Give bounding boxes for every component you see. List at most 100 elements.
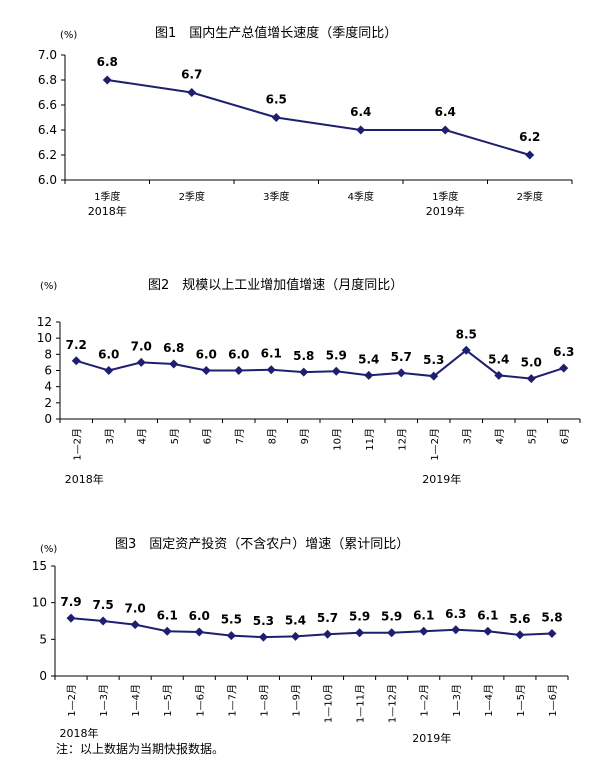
data-label: 5.6 xyxy=(509,612,530,626)
data-label: 6.4 xyxy=(435,105,456,119)
data-label: 6.8 xyxy=(97,55,118,69)
data-point xyxy=(559,363,569,373)
data-point xyxy=(526,374,536,384)
data-label: 5.0 xyxy=(521,356,542,370)
data-point xyxy=(364,370,374,380)
y-tick-label: 12 xyxy=(37,315,52,329)
x-tick-label: 1—2月 xyxy=(71,428,83,461)
y-unit-label: (%) xyxy=(40,544,57,555)
data-label: 7.0 xyxy=(131,339,152,353)
x-tick-label: 1—5月 xyxy=(515,684,527,717)
data-point xyxy=(102,75,112,85)
x-tick-label: 1季度 xyxy=(94,190,120,203)
data-point xyxy=(355,628,365,638)
data-point xyxy=(187,88,197,97)
data-label: 6.0 xyxy=(228,348,249,362)
x-tick-label: 1—8月 xyxy=(258,684,270,717)
x-tick-label: 3季度 xyxy=(263,190,289,203)
data-label: 6.7 xyxy=(181,68,202,82)
chart-title: 图3 固定资产投资（不含农户）增速（累计同比） xyxy=(115,536,409,552)
x-tick-label: 1—9月 xyxy=(290,684,302,717)
data-point xyxy=(387,628,397,638)
series-line xyxy=(107,79,531,156)
y-tick-label: 7.0 xyxy=(38,48,57,62)
data-point xyxy=(98,616,108,626)
y-unit-label: (%) xyxy=(40,281,57,292)
series-line xyxy=(70,617,553,639)
data-point xyxy=(71,356,81,366)
data-label: 5.3 xyxy=(423,353,444,367)
footnote: 注：以上数据为当期快报数据。 xyxy=(56,742,225,756)
data-label: 5.3 xyxy=(253,614,274,628)
x-tick-label: 5月 xyxy=(169,428,181,444)
data-point xyxy=(271,113,281,122)
y-tick-label: 8 xyxy=(44,347,52,361)
data-label: 6.1 xyxy=(157,608,178,622)
chart-title: 图1 国内生产总值增长速度（季度同比） xyxy=(155,25,397,41)
data-label: 7.2 xyxy=(66,338,87,352)
y-tick-label: 6.4 xyxy=(38,123,57,137)
chart-title: 图2 规模以上工业增加值增速（月度同比） xyxy=(148,277,403,293)
x-tick-label: 4月 xyxy=(494,428,506,444)
x-tick-label: 4月 xyxy=(136,428,148,444)
year-label: 2018年 xyxy=(60,726,99,740)
year-label: 2019年 xyxy=(422,472,461,486)
data-label: 6.0 xyxy=(196,348,217,362)
data-label: 5.9 xyxy=(349,610,370,624)
data-point xyxy=(234,366,244,375)
x-tick-label: 1—3月 xyxy=(98,684,110,717)
data-point xyxy=(525,150,535,160)
y-tick-label: 6.8 xyxy=(38,73,57,87)
x-tick-label: 1—4月 xyxy=(130,684,142,717)
year-label: 2018年 xyxy=(88,204,127,218)
year-label: 2018年 xyxy=(65,472,104,486)
x-tick-label: 1—11月 xyxy=(355,684,367,723)
y-tick-label: 15 xyxy=(32,559,47,573)
data-label: 6.1 xyxy=(477,608,498,622)
y-tick-label: 4 xyxy=(44,380,52,394)
data-label: 7.9 xyxy=(60,595,81,609)
data-point xyxy=(547,628,557,638)
series-line xyxy=(75,349,565,380)
x-tick-label: 11月 xyxy=(364,428,376,451)
data-label: 5.5 xyxy=(221,613,242,627)
x-tick-label: 1—3月 xyxy=(451,684,463,717)
data-label: 5.8 xyxy=(293,349,314,363)
x-tick-label: 6月 xyxy=(559,428,571,444)
data-point xyxy=(169,359,179,369)
data-point xyxy=(323,629,333,639)
data-point xyxy=(299,367,309,377)
data-label: 7.0 xyxy=(125,602,146,616)
data-point xyxy=(331,366,341,376)
x-tick-label: 9月 xyxy=(299,428,311,444)
chart-2: 图2 规模以上工业增加值增速（月度同比） (%) 0 2 4 6 8 10 12 1—2月 3月 4月… xyxy=(37,277,581,486)
year-label: 2019年 xyxy=(426,204,465,218)
data-point xyxy=(194,627,204,637)
x-tick-label: 10月 xyxy=(331,428,343,451)
x-tick-label: 1—2月 xyxy=(66,684,78,717)
x-tick-label: 1—6月 xyxy=(194,684,206,717)
data-point xyxy=(451,625,461,635)
data-label: 5.8 xyxy=(541,610,562,624)
data-label: 6.5 xyxy=(266,93,287,107)
data-label: 6.0 xyxy=(189,609,210,623)
data-label: 6.0 xyxy=(98,348,119,362)
y-tick-label: 6.2 xyxy=(38,148,57,162)
y-tick-label: 10 xyxy=(32,596,47,610)
data-label: 6.4 xyxy=(350,105,371,119)
x-tick-label: 1—4月 xyxy=(483,684,495,717)
data-point xyxy=(162,626,172,636)
data-label: 5.7 xyxy=(391,350,412,364)
y-tick-label: 10 xyxy=(37,331,52,345)
y-tick-label: 2 xyxy=(44,396,52,410)
data-point xyxy=(266,365,276,375)
data-point xyxy=(515,630,525,640)
data-point xyxy=(429,371,439,381)
y-tick-label: 0 xyxy=(39,669,47,683)
x-tick-label: 2季度 xyxy=(179,190,205,203)
data-label: 5.4 xyxy=(488,352,509,366)
year-label: 2019年 xyxy=(412,731,451,745)
data-label: 8.5 xyxy=(456,327,477,341)
y-tick-label: 6 xyxy=(44,364,52,378)
x-tick-label: 1—10月 xyxy=(323,684,335,723)
